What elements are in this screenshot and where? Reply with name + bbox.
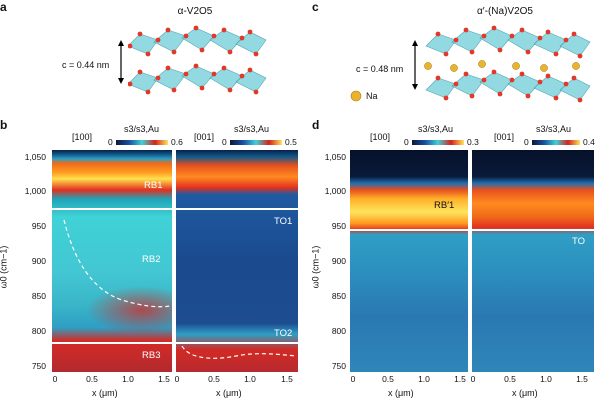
to-boundary-upper bbox=[176, 208, 298, 210]
x-tick: 1.0 bbox=[244, 374, 256, 384]
alpha-prime-navo-structure bbox=[424, 25, 591, 103]
rb2-red-wedge bbox=[52, 150, 172, 372]
label-rb-prime-1: RB′1 bbox=[434, 200, 455, 211]
panel-d-left-colorbar bbox=[412, 140, 464, 145]
panel-d-x-label-right: x (μm) bbox=[512, 388, 538, 398]
panel-b-left-direction: [100] bbox=[72, 132, 93, 142]
y-tick: 1,000 bbox=[324, 186, 346, 196]
y-tick: 900 bbox=[31, 256, 46, 266]
panel-d-y-label: ω0 (cm−1) bbox=[310, 245, 321, 289]
alpha-layer-top bbox=[128, 27, 267, 55]
x-tick: 1.0 bbox=[122, 374, 134, 384]
x-tick: 0 bbox=[470, 374, 476, 384]
panel-c-c-arrow bbox=[412, 40, 418, 90]
label-to1: TO1 bbox=[274, 216, 293, 227]
panel-b-left-cbar-min: 0 bbox=[108, 137, 113, 147]
panel-a-c-arrow bbox=[118, 40, 124, 84]
y-tick: 1,000 bbox=[24, 186, 46, 196]
panel-b-left-cbar-title: s3/s3,Au bbox=[124, 124, 160, 134]
panel-d-right-cbar-min: 0 bbox=[524, 137, 529, 147]
y-tick: 800 bbox=[331, 326, 346, 336]
panel-d-x-label-left: x (μm) bbox=[388, 388, 414, 398]
rb-prime-boundary bbox=[350, 229, 468, 231]
y-tick: 1,050 bbox=[324, 152, 346, 162]
panel-d-left-cbar-max: 0.3 bbox=[467, 137, 479, 147]
x-tick: 0.5 bbox=[86, 374, 98, 384]
x-tick: 1.5 bbox=[158, 374, 170, 384]
x-tick: 0.5 bbox=[208, 374, 220, 384]
panel-d-right-colorbar bbox=[532, 140, 580, 145]
x-tick: 1.0 bbox=[540, 374, 552, 384]
panel-d-right-map: TO bbox=[472, 150, 594, 372]
x-tick: 0.5 bbox=[382, 374, 394, 384]
label-to-d: TO bbox=[572, 236, 586, 247]
panel-b-right-cbar-max: 0.5 bbox=[285, 137, 297, 147]
to-boundary-lower bbox=[176, 342, 298, 344]
panel-b-right-cbar-min: 0 bbox=[222, 137, 227, 147]
x-tick: 0.5 bbox=[504, 374, 516, 384]
panel-c-title: α′-(Na)V2O5 bbox=[476, 6, 533, 17]
panel-b-right-map: TO1 TO2 bbox=[176, 150, 298, 372]
panel-letter-b: b bbox=[0, 118, 8, 132]
x-tick: 0 bbox=[350, 374, 356, 384]
panel-b-right-colorbar bbox=[230, 140, 282, 145]
x-tick: 1.0 bbox=[418, 374, 430, 384]
label-rb3: RB3 bbox=[142, 350, 161, 361]
na-legend-label: Na bbox=[366, 91, 378, 101]
x-tick: 0 bbox=[52, 374, 58, 384]
to-boundary-d bbox=[472, 229, 594, 231]
y-tick: 950 bbox=[331, 221, 346, 231]
panel-b-x-label-right: x (μm) bbox=[216, 388, 242, 398]
x-tick: 1.5 bbox=[454, 374, 466, 384]
x-tick: 1.5 bbox=[576, 374, 588, 384]
y-tick: 850 bbox=[331, 291, 346, 301]
panel-d-right-cbar-title: s3/s3,Au bbox=[536, 124, 572, 134]
panel-b-x-label-left: x (μm) bbox=[92, 388, 118, 398]
panel-a-title: α-V2O5 bbox=[177, 6, 213, 17]
rb-boundary-upper bbox=[52, 208, 172, 210]
na-atoms bbox=[424, 60, 580, 72]
alpha-layer-bottom bbox=[128, 65, 267, 93]
x-tick: 1.5 bbox=[281, 374, 293, 384]
panel-d-right-direction: [001] bbox=[494, 132, 515, 142]
panel-c-c-label: c = 0.48 nm bbox=[356, 64, 404, 74]
y-tick: 1,050 bbox=[24, 152, 46, 162]
panel-b-left-cbar-max: 0.6 bbox=[171, 137, 183, 147]
panel-b-left-map: RB1 RB2 RB3 bbox=[52, 150, 172, 372]
panel-letter-a: a bbox=[0, 0, 7, 14]
rb2-dispersion-curve bbox=[63, 219, 171, 308]
panel-d-left-direction: [100] bbox=[370, 132, 391, 142]
na-legend-atom-icon bbox=[350, 90, 362, 102]
panel-letter-d: d bbox=[312, 118, 320, 132]
panel-b-y-label: ω0 (cm−1) bbox=[0, 245, 9, 289]
panel-b-right-cbar-title: s3/s3,Au bbox=[234, 124, 270, 134]
rb-boundary-lower bbox=[52, 342, 172, 344]
panel-d-left-cbar-min: 0 bbox=[404, 137, 409, 147]
label-rb1: RB1 bbox=[144, 180, 163, 191]
y-tick: 850 bbox=[31, 291, 46, 301]
panel-d-left-cbar-title: s3/s3,Au bbox=[418, 124, 454, 134]
panel-a-c-label: c = 0.44 nm bbox=[62, 60, 110, 70]
y-tick: 750 bbox=[31, 361, 46, 371]
panel-b-left-colorbar bbox=[116, 140, 168, 145]
y-tick: 900 bbox=[331, 256, 346, 266]
alpha-v2o5-structure bbox=[128, 25, 267, 95]
y-tick: 800 bbox=[31, 326, 46, 336]
panel-letter-c: c bbox=[312, 0, 319, 14]
panel-b-right-direction: [001] bbox=[194, 132, 215, 142]
y-tick: 950 bbox=[31, 221, 46, 231]
x-tick: 0 bbox=[174, 374, 180, 384]
oxygen-atoms bbox=[128, 25, 259, 95]
y-tick: 750 bbox=[331, 361, 346, 371]
label-rb2: RB2 bbox=[142, 254, 161, 265]
label-to2: TO2 bbox=[274, 328, 293, 339]
panel-d-left-map: RB′1 bbox=[350, 150, 468, 372]
to2-dispersion-curve bbox=[181, 345, 297, 359]
panel-d-right-cbar-max: 0.4 bbox=[583, 137, 595, 147]
